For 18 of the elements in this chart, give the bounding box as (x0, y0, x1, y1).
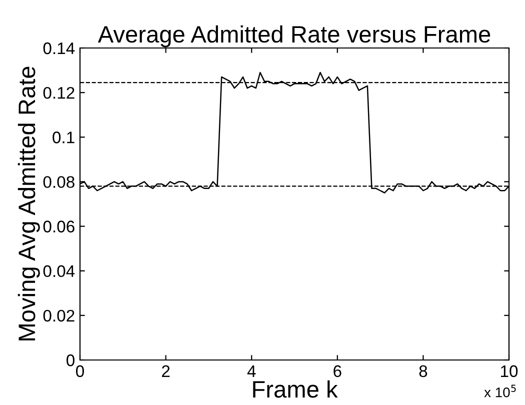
y-tick-label: 0 (66, 354, 74, 366)
x-tick-label: 6 (334, 365, 342, 378)
y-tick-label: 0.08 (43, 176, 74, 188)
chart-title: Average Admitted Rate versus Frame (98, 25, 490, 48)
x-tick-label: 8 (419, 365, 428, 378)
x-axis-title: Frame k (253, 380, 338, 398)
x-tick-label: 2 (162, 365, 170, 377)
x-tick-label: 0 (76, 365, 84, 378)
y-tick-label: 0.04 (43, 265, 75, 278)
y-axis-title: Moving Avg Admitted Rate (18, 66, 40, 340)
y-tick-label: 0.06 (43, 220, 74, 232)
y-tick-label: 0.1 (52, 132, 74, 144)
text: x 10$^{5}$ (484, 384, 516, 398)
y-tick-label: 0.12 (43, 86, 74, 99)
x-tick-label: 10 (501, 365, 518, 378)
y-tick-label: 0.14 (43, 42, 75, 54)
y-tick-label: 0.02 (43, 310, 74, 322)
x-tick-label: 4 (247, 365, 256, 377)
